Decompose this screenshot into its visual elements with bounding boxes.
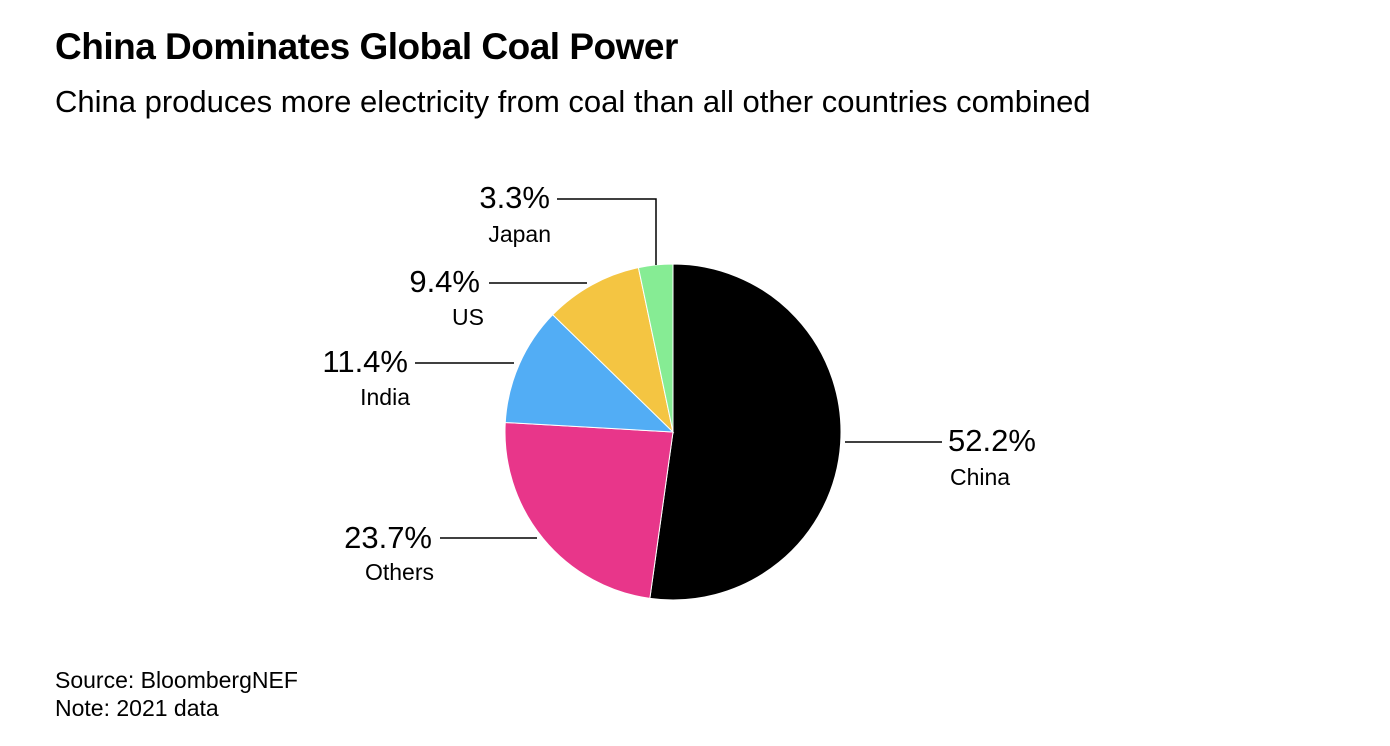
chart-title: China Dominates Global Coal Power — [55, 26, 678, 67]
pie-slice-others — [504, 421, 674, 599]
leader-line-japan — [557, 198, 657, 265]
slice-name-label-us: US — [452, 304, 484, 330]
leader-lines — [415, 198, 942, 539]
slice-value-label-others: 23.7% — [344, 520, 432, 555]
slice-name-label-japan: Japan — [488, 221, 551, 247]
slice-value-label-india: 11.4% — [322, 344, 408, 379]
slice-labels: 52.2% China 23.7% Others 11.4% India 9.4% US 3.3… — [322, 180, 1036, 585]
pie-slices — [504, 263, 842, 601]
slice-value-label-japan: 3.3% — [479, 180, 550, 215]
slice-name-label-china: China — [950, 464, 1010, 490]
slice-value-label-us: 9.4% — [409, 264, 480, 299]
slice-name-label-india: India — [360, 384, 410, 410]
slice-value-label-china: 52.2% — [948, 423, 1036, 458]
chart-subtitle: China produces more electricity from coa… — [55, 84, 1091, 119]
chart-footer: Source: BloombergNEF Note: 2021 data — [55, 666, 298, 722]
pie-slice-india — [504, 314, 675, 433]
pie-slice-us — [552, 267, 674, 434]
data-note: Note: 2021 data — [55, 695, 219, 721]
pie-slice-china — [649, 263, 842, 601]
slice-name-label-others: Others — [365, 559, 434, 585]
source-note: Source: BloombergNEF — [55, 667, 298, 693]
